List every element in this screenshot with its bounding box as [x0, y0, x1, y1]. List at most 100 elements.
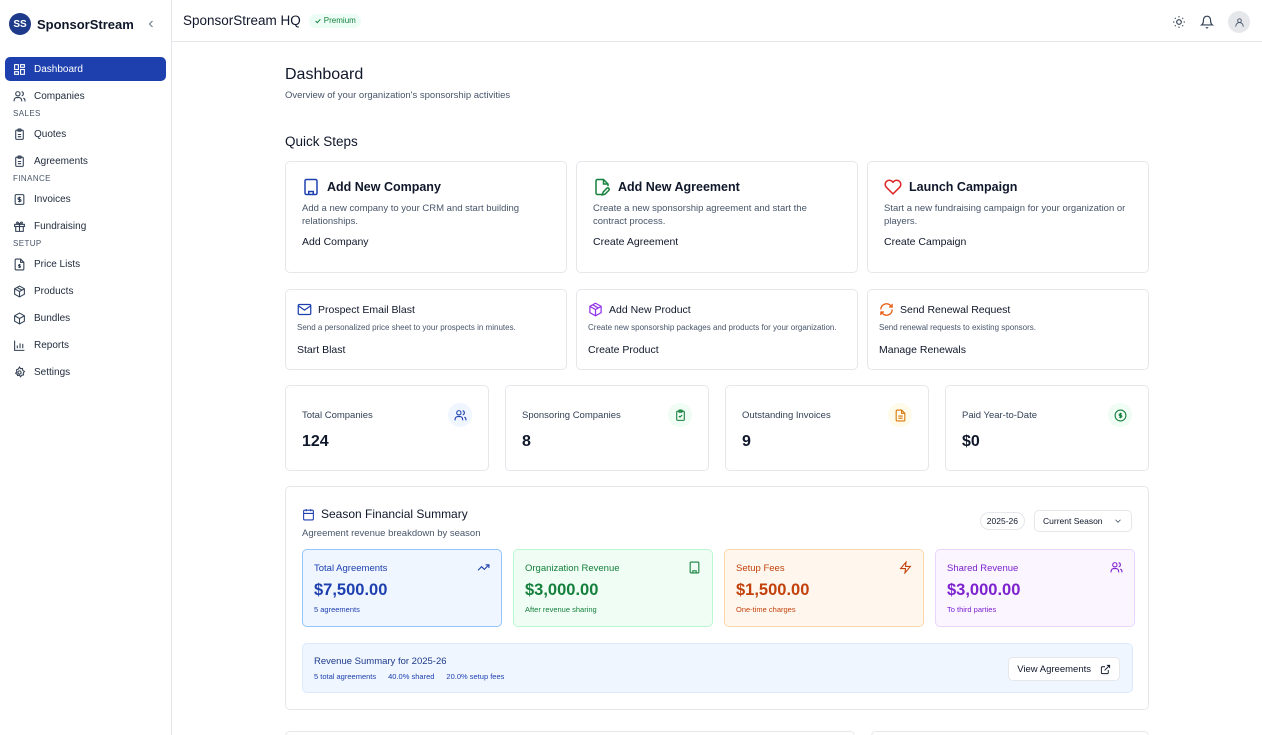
fin-card-organization-revenue[interactable]: Organization Revenue $3,000.00 After rev…	[513, 549, 713, 627]
quick-step-add-company[interactable]: Add New Company Add a new company to you…	[285, 161, 567, 273]
quick-step-title: Launch Campaign	[909, 180, 1018, 194]
user-icon	[1234, 17, 1245, 28]
nav-section-sales: SALES	[13, 109, 41, 118]
org-name: SponsorStream HQ	[183, 13, 301, 28]
quick-step-title: Add New Company	[327, 180, 441, 194]
manage-renewals-button[interactable]: Manage Renewals	[879, 344, 966, 356]
stat-value: 9	[742, 433, 751, 450]
sidebar-item-invoices[interactable]: Invoices	[5, 187, 166, 211]
stat-label: Paid Year-to-Date	[962, 410, 1037, 421]
sidebar-item-products[interactable]: Products	[5, 279, 166, 303]
top-header: SponsorStream HQ Premium	[172, 0, 1262, 42]
chevron-left-icon[interactable]	[145, 18, 157, 30]
fin-label: Total Agreements	[314, 563, 388, 574]
sidebar-item-settings[interactable]: Settings	[5, 360, 166, 384]
fin-card-shared-revenue[interactable]: Shared Revenue $3,000.00 To third partie…	[935, 549, 1135, 627]
heart-icon	[884, 178, 902, 196]
season-financial-summary: Season Financial Summary Agreement reven…	[285, 486, 1149, 710]
stat-card-total-companies[interactable]: Total Companies 124	[285, 385, 489, 471]
view-agreements-button[interactable]: View Agreements	[1008, 657, 1120, 681]
revenue-summary: Revenue Summary for 2025-26 5 total agre…	[302, 643, 1133, 693]
stat-card-paid-ytd[interactable]: Paid Year-to-Date $0	[945, 385, 1149, 471]
fin-card-total-agreements[interactable]: Total Agreements $7,500.00 5 agreements	[302, 549, 502, 627]
sidebar-item-label: Quotes	[34, 128, 67, 140]
fin-note: To third parties	[947, 605, 997, 614]
page-title: Dashboard	[285, 66, 364, 83]
create-product-button[interactable]: Create Product	[588, 344, 659, 356]
sidebar-item-reports[interactable]: Reports	[5, 333, 166, 357]
sidebar-item-fundraising[interactable]: Fundraising	[5, 214, 166, 238]
revenue-summary-title: Revenue Summary for 2025-26	[314, 656, 447, 667]
fin-value: $1,500.00	[736, 581, 810, 599]
quick-step-add-product[interactable]: Add New Product Create new sponsorship p…	[576, 289, 858, 370]
season-select-value: Current Season	[1043, 516, 1103, 526]
building-icon	[688, 561, 701, 574]
dashboard-icon	[13, 63, 26, 76]
dollar-circle-icon	[1108, 403, 1132, 427]
stat-value: $0	[962, 433, 980, 450]
quick-step-add-agreement[interactable]: Add New Agreement Create a new sponsorsh…	[576, 161, 858, 273]
fin-value: $3,000.00	[525, 581, 599, 599]
stat-label: Total Companies	[302, 410, 373, 421]
quick-step-desc: Send a personalized price sheet to your …	[297, 323, 516, 332]
season-select[interactable]: Current Season	[1034, 510, 1132, 532]
clipboard-icon	[13, 155, 26, 168]
stats-row: Total Companies 124 Sponsoring Companies…	[285, 385, 1149, 471]
trending-up-icon	[477, 561, 490, 574]
bell-icon[interactable]	[1200, 15, 1214, 29]
add-company-button[interactable]: Add Company	[302, 236, 369, 248]
nav-section-setup: SETUP	[13, 239, 42, 248]
sidebar-item-dashboard[interactable]: Dashboard	[5, 57, 166, 81]
revenue-summary-meta: 5 total agreements 40.0% shared 20.0% se…	[314, 672, 504, 681]
summary-subtitle: Agreement revenue breakdown by season	[302, 528, 481, 539]
sidebar-item-label: Reports	[34, 339, 70, 351]
sidebar-item-label: Products	[34, 285, 74, 297]
create-agreement-button[interactable]: Create Agreement	[593, 236, 679, 248]
sidebar-item-bundles[interactable]: Bundles	[5, 306, 166, 330]
brand[interactable]: SS SponsorStream	[0, 0, 171, 48]
start-blast-button[interactable]: Start Blast	[297, 344, 346, 356]
season-badge: 2025-26	[979, 512, 1025, 530]
quick-step-email-blast[interactable]: Prospect Email Blast Send a personalized…	[285, 289, 567, 370]
sidebar-item-label: Invoices	[34, 193, 71, 205]
stat-card-sponsoring-companies[interactable]: Sponsoring Companies 8	[505, 385, 709, 471]
brand-name: SponsorStream	[37, 16, 134, 32]
clipboard-check-icon	[668, 403, 692, 427]
quick-step-desc: Start a new fundraising campaign for you…	[884, 203, 1126, 227]
quick-step-title: Add New Product	[609, 303, 691, 316]
stat-card-outstanding-invoices[interactable]: Outstanding Invoices 9	[725, 385, 929, 471]
sidebar-item-label: Agreements	[34, 155, 88, 167]
dollar-doc-icon	[13, 193, 26, 206]
sidebar-item-quotes[interactable]: Quotes	[5, 122, 166, 146]
quick-step-desc: Send renewal requests to existing sponso…	[879, 323, 1036, 332]
card-peek-right	[871, 731, 1149, 735]
create-campaign-button[interactable]: Create Campaign	[884, 236, 967, 248]
avatar[interactable]	[1228, 11, 1250, 33]
package-icon	[588, 302, 603, 317]
sidebar-item-price-lists[interactable]: Price Lists	[5, 252, 166, 276]
clipboard-icon	[13, 128, 26, 141]
sidebar-nav: Dashboard Companies SALES Quotes Agreeme…	[0, 48, 171, 384]
sidebar-item-agreements[interactable]: Agreements	[5, 149, 166, 173]
stat-value: 8	[522, 433, 531, 450]
quick-step-launch-campaign[interactable]: Launch Campaign Start a new fundraising …	[867, 161, 1149, 273]
external-link-icon	[1100, 664, 1111, 675]
zap-icon	[899, 561, 912, 574]
quick-step-renewal[interactable]: Send Renewal Request Send renewal reques…	[867, 289, 1149, 370]
fin-card-setup-fees[interactable]: Setup Fees $1,500.00 One-time charges	[724, 549, 924, 627]
quick-step-desc: Create new sponsorship packages and prod…	[588, 323, 837, 332]
stat-label: Outstanding Invoices	[742, 410, 831, 421]
quick-steps-primary: Add New Company Add a new company to you…	[285, 161, 1149, 273]
fin-note: After revenue sharing	[525, 605, 597, 614]
stat-label: Sponsoring Companies	[522, 410, 621, 421]
financial-cards: Total Agreements $7,500.00 5 agreements …	[302, 549, 1135, 627]
sidebar-item-label: Settings	[34, 366, 71, 378]
calendar-icon	[302, 508, 315, 521]
sidebar-item-companies[interactable]: Companies	[5, 84, 166, 108]
revenue-shared: 40.0% shared	[388, 672, 435, 681]
sidebar-item-label: Bundles	[34, 312, 71, 324]
sidebar: SS SponsorStream Dashboard Companies SAL…	[0, 0, 172, 735]
fin-note: One-time charges	[736, 605, 796, 614]
premium-badge-label: Premium	[323, 16, 356, 25]
sun-icon[interactable]	[1172, 15, 1186, 29]
